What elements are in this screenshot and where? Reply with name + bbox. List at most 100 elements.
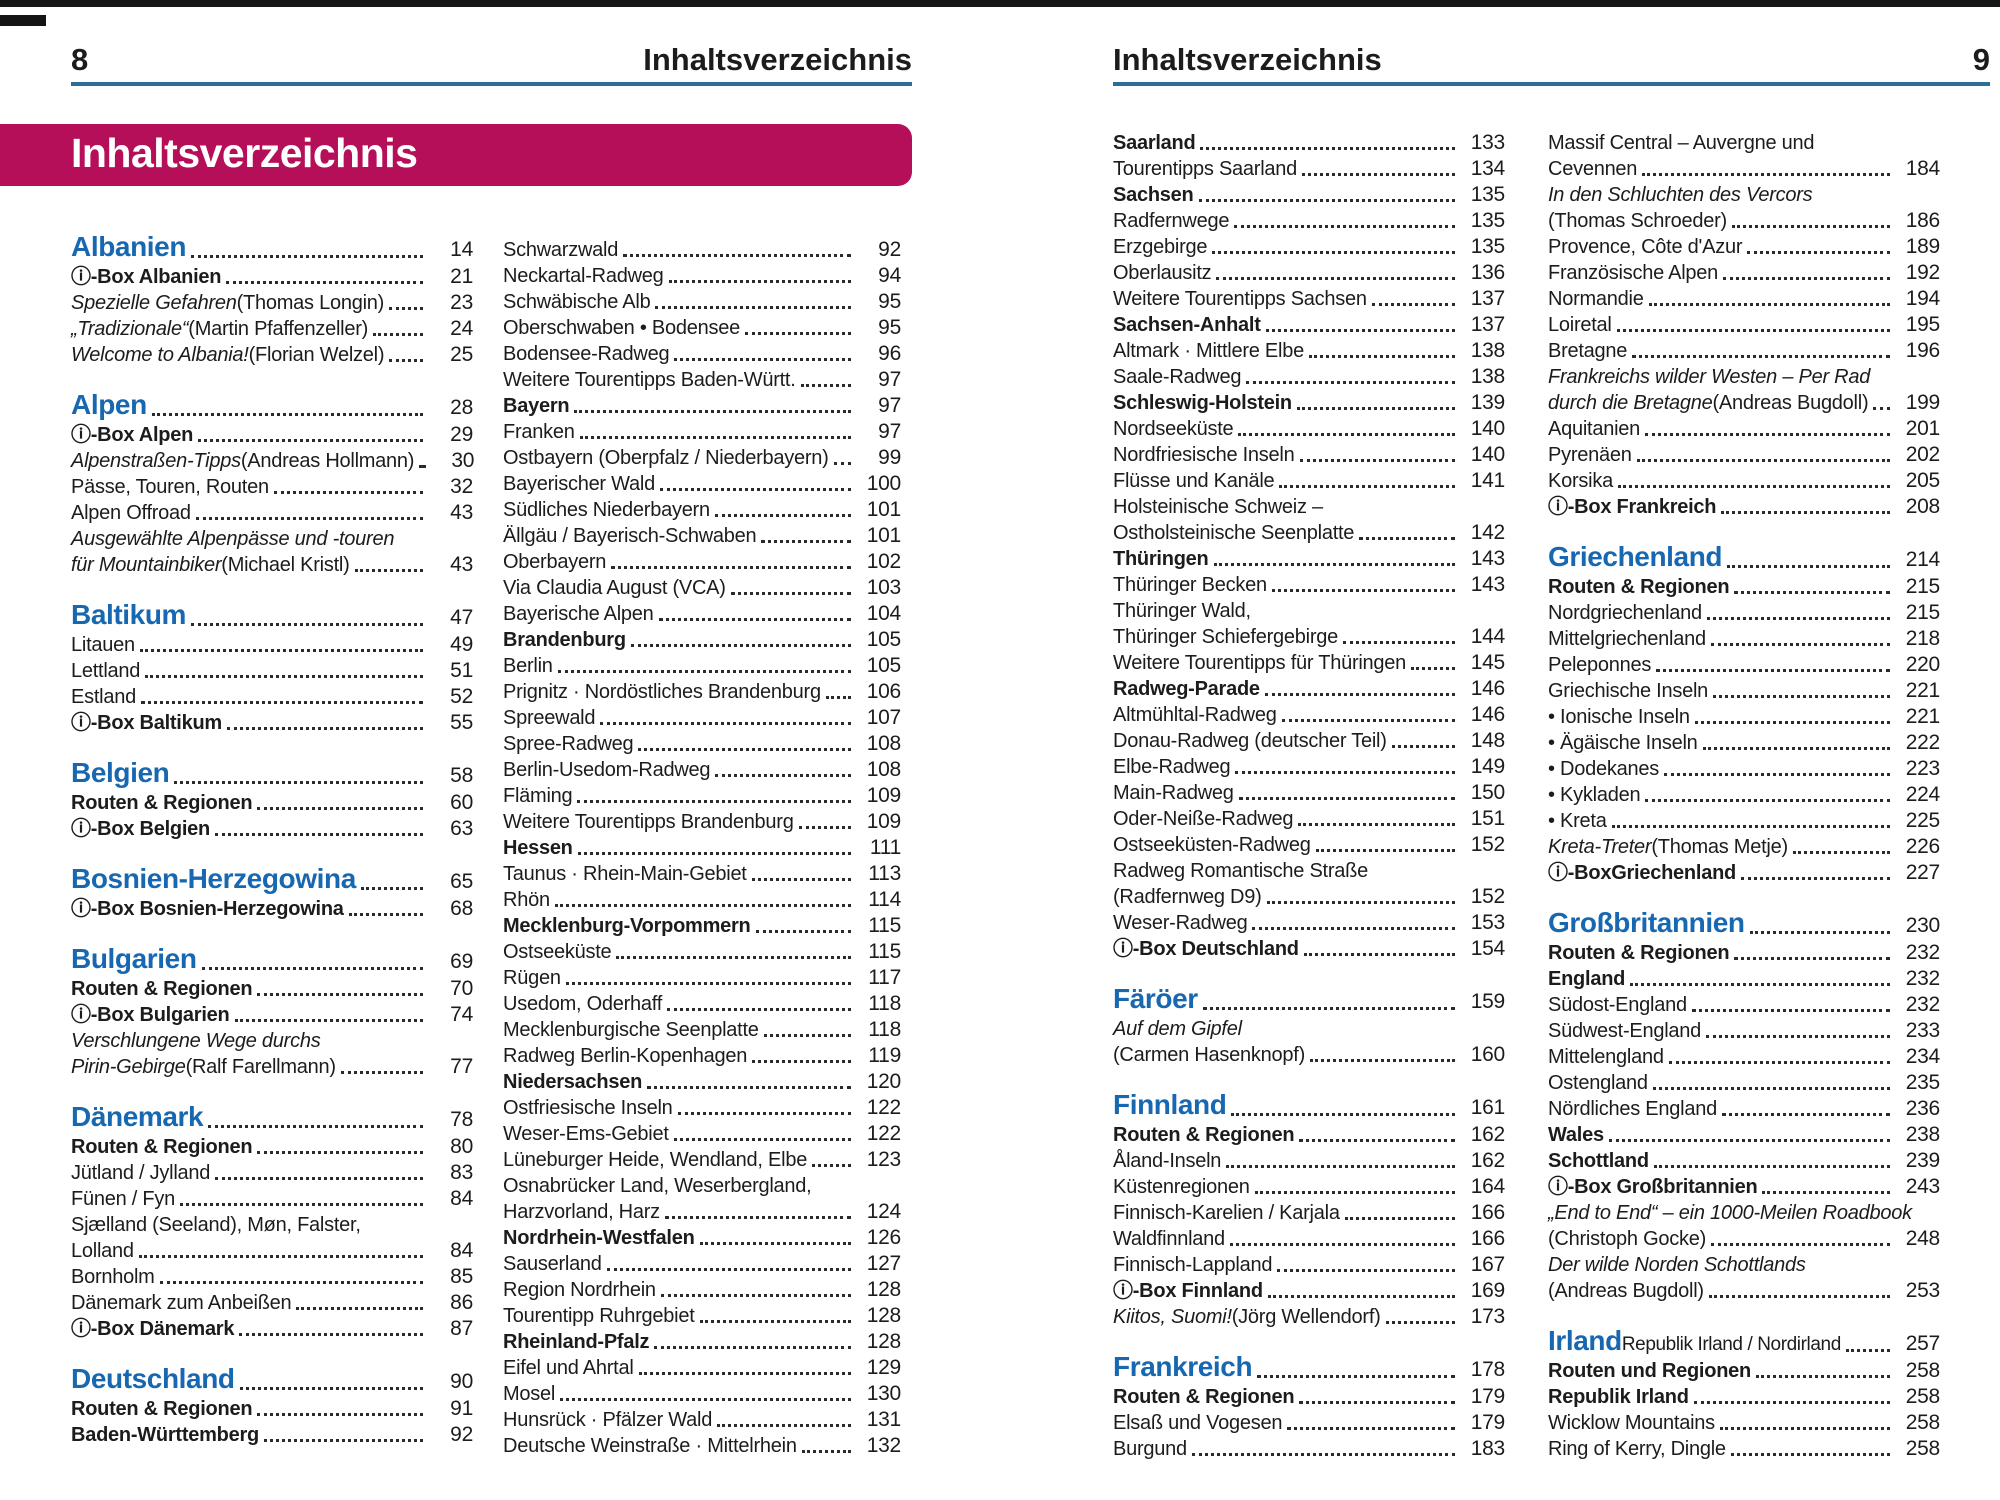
- entry-page-number: 118: [868, 1018, 901, 1041]
- entry-page-number: 84: [450, 1239, 473, 1262]
- entry-title: Main-Radweg: [1113, 782, 1234, 804]
- dot-leader: [201, 967, 423, 970]
- toc-entry: ⓘ-Box Alpen 29: [71, 422, 473, 448]
- entry-title: Mittelgriechenland: [1548, 628, 1706, 650]
- dot-leader: [1713, 695, 1890, 698]
- toc-country-entry: Irland Republik Irland / Nordirland 257: [1548, 1324, 1940, 1358]
- entry-title: Kreta-Treter: [1548, 836, 1652, 858]
- dot-leader: [1656, 669, 1890, 672]
- entry-title: • Dodekanes: [1548, 758, 1659, 780]
- dot-leader: [1266, 901, 1455, 904]
- entry-title: Estland: [71, 686, 136, 708]
- toc-entry: Korsika 205: [1548, 468, 1940, 494]
- entry-title: Deutschland: [71, 1363, 235, 1394]
- entry-title: Weitere Tourentipps für Thüringen: [1113, 652, 1407, 674]
- dot-leader: [1310, 1059, 1455, 1062]
- entry-page-number: 194: [1905, 287, 1941, 310]
- entry-page-number: 226: [1905, 835, 1941, 858]
- dot-leader: [419, 465, 425, 468]
- entry-title: Oberschwaben • Bodensee: [503, 317, 740, 339]
- toc-entry: Via Claudia August (VCA) 103: [503, 575, 901, 601]
- dot-leader: [1279, 485, 1455, 488]
- dot-leader: [1747, 251, 1890, 254]
- running-header-left: Inhaltsverzeichnis: [643, 42, 912, 77]
- toc-entry: Ring of Kerry, Dingle 258: [1548, 1436, 1940, 1462]
- toc-entry: Osnabrücker Land, Weserbergland,: [503, 1173, 901, 1199]
- entry-title: ⓘ-Box Alpen: [71, 424, 194, 446]
- entry-page-number: 128: [866, 1278, 902, 1301]
- header-rule-right: [1113, 82, 1990, 86]
- dot-leader: [1721, 511, 1890, 514]
- entry-page-number: 14: [450, 238, 473, 261]
- dot-leader: [1691, 1009, 1890, 1012]
- dot-leader: [296, 1307, 423, 1310]
- entry-subtitle: (Michael Kristl): [221, 554, 350, 576]
- dot-leader: [1213, 563, 1455, 566]
- entry-title: Weser-Radweg: [1113, 912, 1248, 934]
- dot-leader: [1608, 1139, 1890, 1142]
- entry-page-number: 143: [1470, 573, 1506, 596]
- toc-entry: Bayern 97: [503, 393, 901, 419]
- toc-entry: Burgund 183: [1113, 1436, 1505, 1462]
- entry-title: Lettland: [71, 660, 141, 682]
- entry-page-number: 166: [1470, 1201, 1506, 1224]
- toc-entry: ⓘ-Box Frankreich 208: [1548, 494, 1940, 520]
- toc-entry: Wicklow Mountains 258: [1548, 1410, 1940, 1436]
- entry-page-number: 104: [866, 602, 902, 625]
- entry-title: ⓘ-Box Deutschland: [1113, 938, 1299, 960]
- dot-leader: [717, 1424, 851, 1427]
- dot-leader: [667, 1008, 851, 1011]
- entry-page-number: 208: [1905, 495, 1941, 518]
- dot-leader: [1630, 983, 1890, 986]
- entry-page-number: 225: [1905, 809, 1941, 832]
- dot-leader: [1694, 721, 1890, 724]
- entry-title: Deutsche Weinstraße · Mittelrhein: [503, 1435, 797, 1457]
- entry-page-number: 24: [450, 317, 473, 340]
- dot-leader: [1252, 927, 1455, 930]
- entry-title: ⓘ-Box Baltikum: [71, 712, 222, 734]
- entry-page-number: 179: [1470, 1385, 1506, 1408]
- dot-leader: [1299, 1139, 1455, 1142]
- dot-leader: [1792, 851, 1890, 854]
- entry-page-number: 96: [878, 342, 901, 365]
- entry-title: Donau-Radweg (deutscher Teil): [1113, 730, 1387, 752]
- entry-title: Weser-Ems-Gebiet: [503, 1123, 669, 1145]
- dot-leader: [1702, 747, 1890, 750]
- entry-title: Sjælland (Seeland), Møn, Falster,: [71, 1214, 361, 1236]
- toc-entry: Harzvorland, Harz 124: [503, 1199, 901, 1225]
- entry-page-number: 90: [450, 1370, 473, 1393]
- dot-leader: [1277, 1269, 1455, 1272]
- toc-entry: Usedom, Oderhaff 118: [503, 991, 901, 1017]
- entry-page-number: 101: [866, 524, 902, 547]
- toc-entry: Bodensee-Radweg 96: [503, 341, 901, 367]
- toc-entry: Donau-Radweg (deutscher Teil) 148: [1113, 728, 1505, 754]
- dot-leader: [174, 781, 423, 784]
- entry-page-number: 218: [1905, 627, 1941, 650]
- toc-entry: Provence, Côte d'Azur 189: [1548, 234, 1940, 260]
- dot-leader: [714, 514, 851, 517]
- dot-leader: [623, 254, 851, 257]
- entry-title: ⓘ-Box Großbritannien: [1548, 1176, 1758, 1198]
- toc-entry: Berlin-Usedom-Radweg 108: [503, 757, 901, 783]
- entry-title: Sachsen-Anhalt: [1113, 314, 1261, 336]
- dot-leader: [638, 1372, 851, 1375]
- dot-leader: [630, 644, 851, 647]
- dot-leader: [1708, 1295, 1890, 1298]
- toc-entry: Sachsen 135: [1113, 182, 1505, 208]
- entry-title: Irland: [1548, 1325, 1622, 1356]
- entry-title: Fläming: [503, 785, 573, 807]
- toc-entry: Pirin-Gebirge (Ralf Farellmann) 77: [71, 1054, 473, 1080]
- entry-title: Bayerischer Wald: [503, 473, 655, 495]
- entry-title: Brandenburg: [503, 629, 626, 651]
- toc-entry: Hunsrück · Pfälzer Wald 131: [503, 1407, 901, 1433]
- dot-leader: [1299, 1401, 1455, 1404]
- toc-entry: Altmark · Mittlere Elbe 138: [1113, 338, 1505, 364]
- page-number-right: 9: [1972, 42, 1990, 77]
- toc-entry: Elsaß und Vogesen 179: [1113, 1410, 1505, 1436]
- entry-page-number: 99: [878, 446, 901, 469]
- entry-page-number: 30: [451, 449, 475, 472]
- entry-title: Großbritannien: [1548, 907, 1745, 938]
- entry-title: Routen & Regionen: [1113, 1386, 1295, 1408]
- toc-entry: Auf dem Gipfel: [1113, 1016, 1505, 1042]
- entry-page-number: 146: [1470, 677, 1506, 700]
